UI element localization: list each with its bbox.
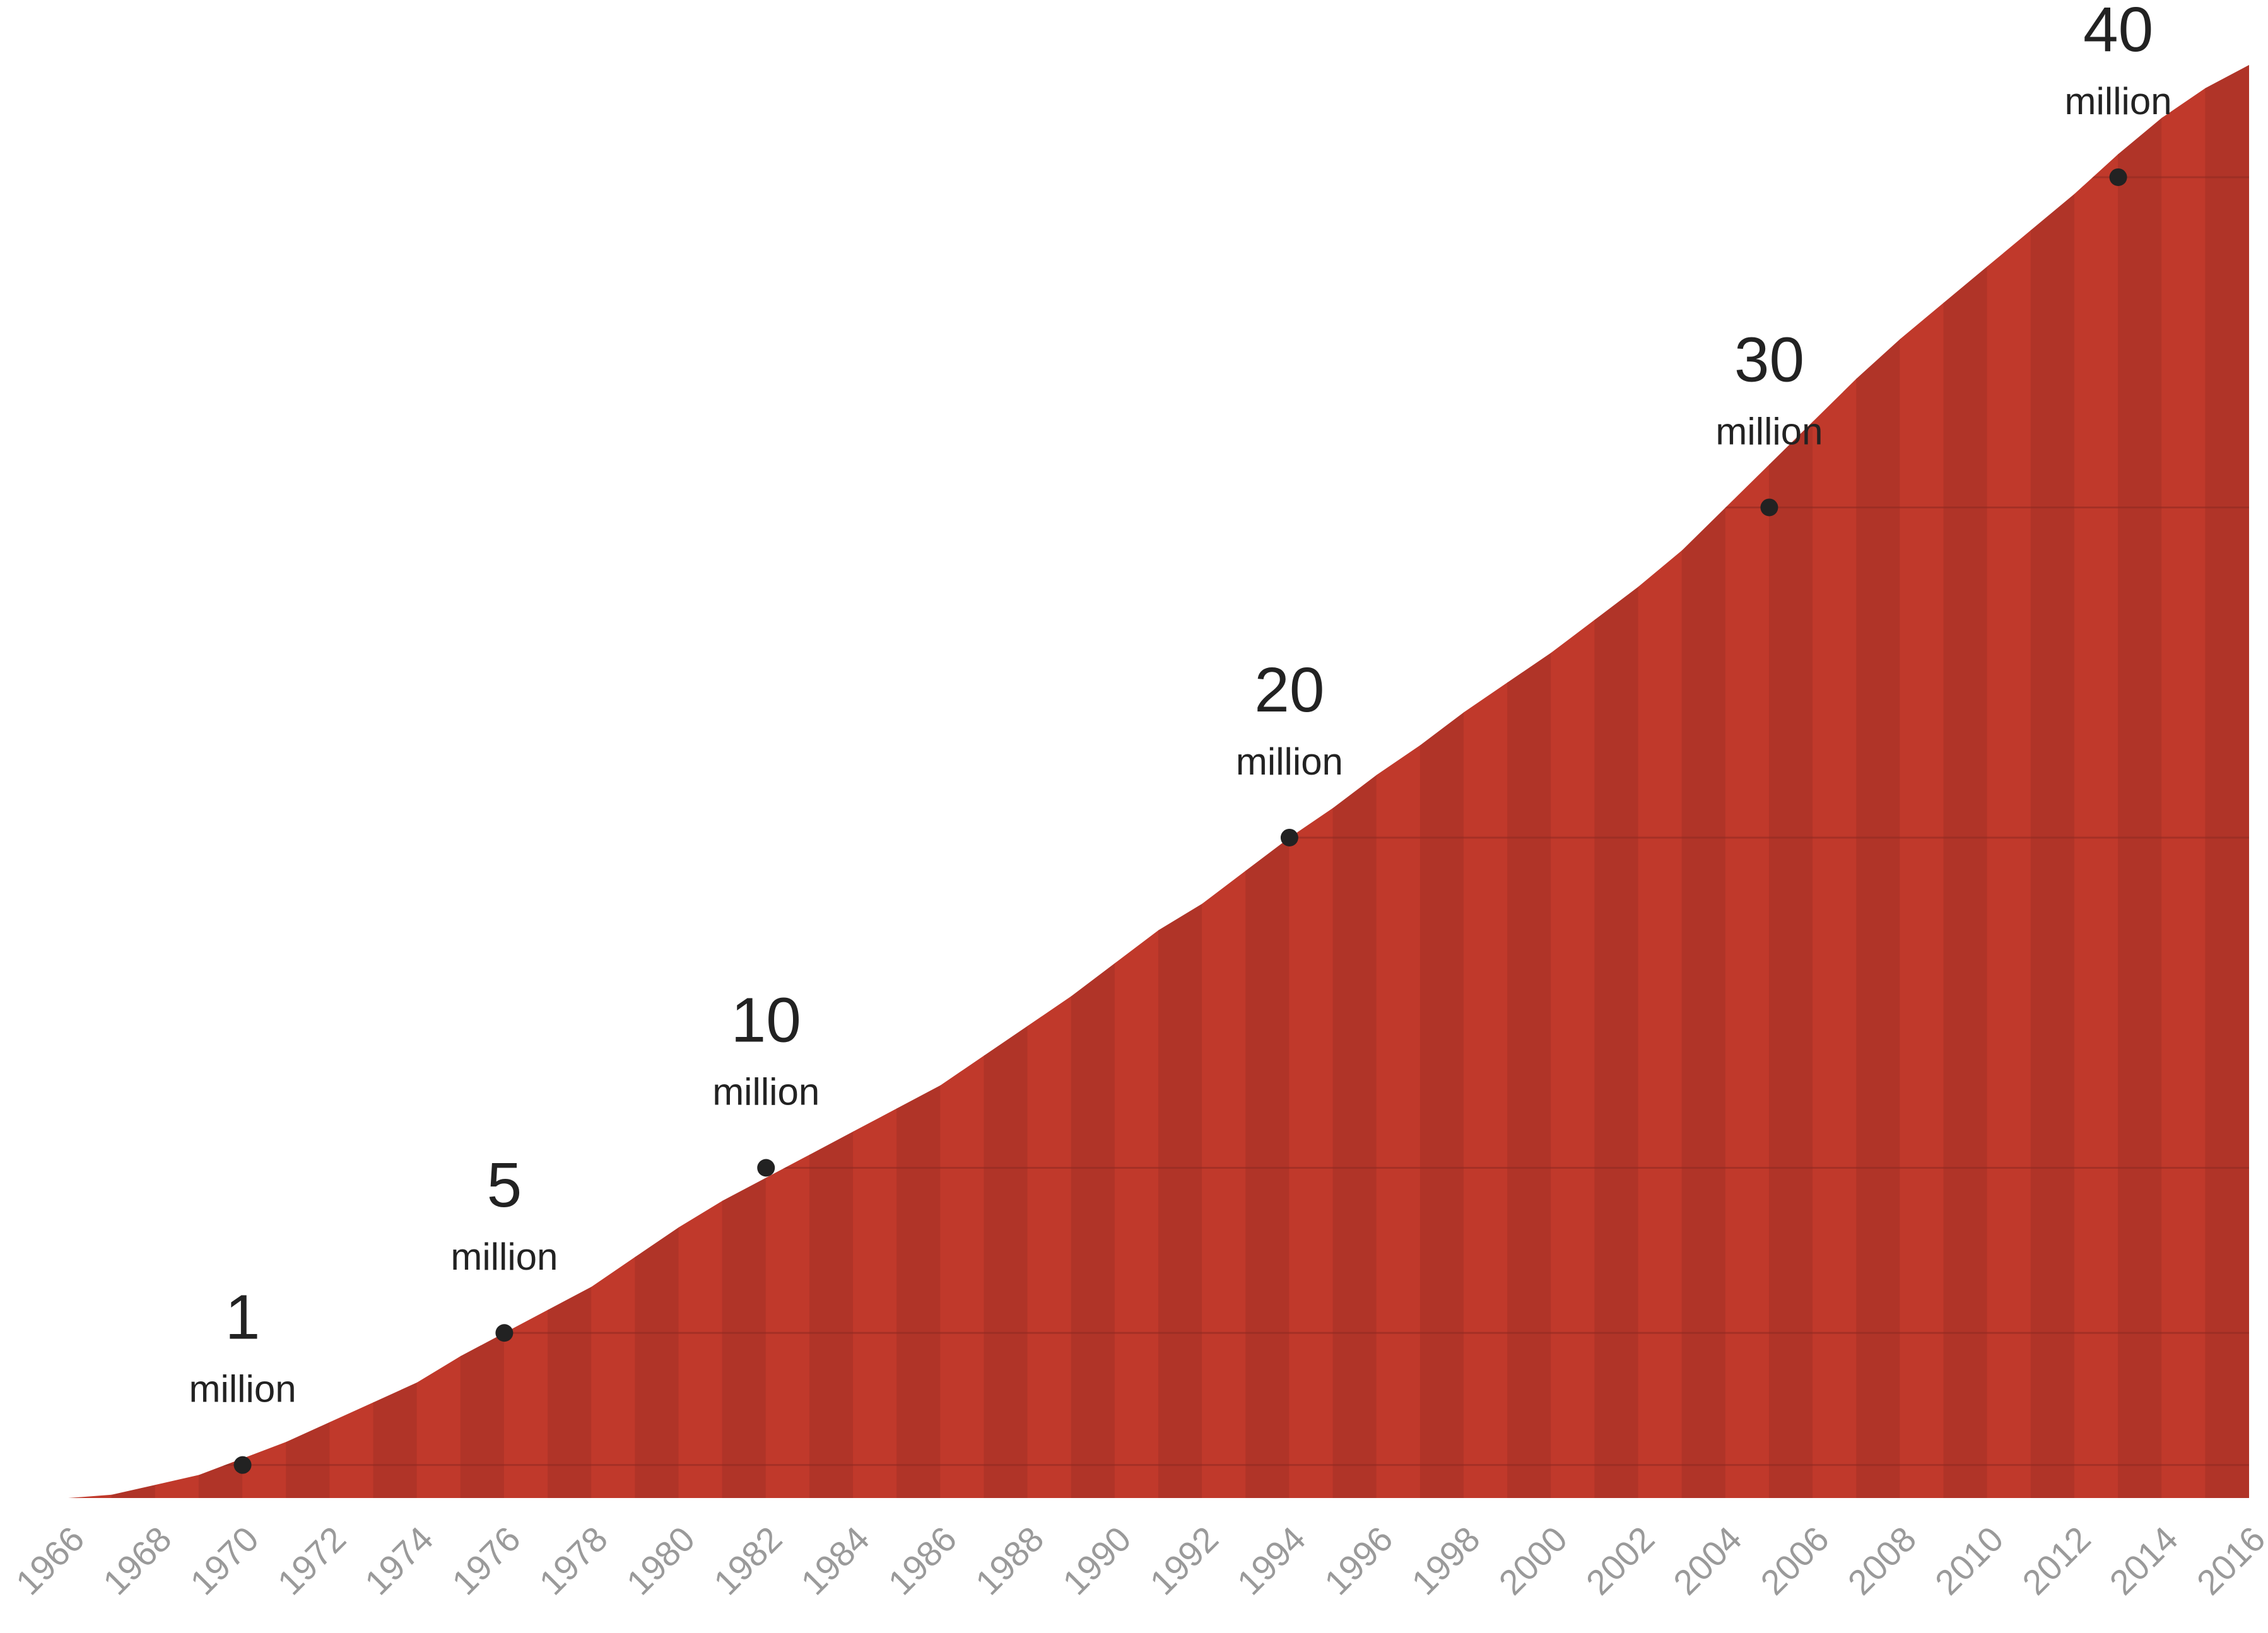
milestone-marker	[1280, 828, 1298, 846]
area-band	[1900, 65, 1944, 1498]
x-tick-label: 2014	[2101, 1519, 2185, 1603]
milestone-unit-label: million	[450, 1236, 558, 1278]
x-tick-label: 1994	[1230, 1519, 1313, 1603]
x-tick-label: 1968	[95, 1519, 179, 1603]
x-tick-label: 2002	[1578, 1519, 1662, 1603]
milestone-unit-label: million	[712, 1070, 820, 1113]
x-tick-label: 1972	[270, 1519, 354, 1603]
milestone-unit-label: million	[189, 1368, 297, 1410]
x-tick-label: 2000	[1491, 1519, 1575, 1603]
area-band	[329, 65, 374, 1498]
area-band	[765, 65, 810, 1498]
x-tick-label: 2012	[2014, 1519, 2098, 1603]
x-tick-label: 1984	[793, 1519, 877, 1603]
x-tick-label: 1966	[8, 1519, 92, 1603]
area-band	[809, 65, 854, 1498]
area-band	[1507, 65, 1552, 1498]
milestone-value-label: 30	[1734, 324, 1804, 395]
area-band	[1725, 65, 1770, 1498]
area-band	[1813, 65, 1857, 1498]
x-tick-label: 1998	[1404, 1519, 1488, 1603]
area-band	[1071, 65, 1115, 1498]
milestone-value-label: 20	[1254, 655, 1324, 725]
area-band	[1943, 65, 1988, 1498]
x-axis: 1966 1968 1970 1972 1974 1976 1978 1980 1982 1984…	[8, 1519, 2268, 1603]
area-band	[1027, 65, 1072, 1498]
area-band	[1987, 65, 2031, 1498]
area-band	[155, 65, 199, 1498]
area-band	[1463, 65, 1508, 1498]
x-tick-label: 1976	[444, 1519, 528, 1603]
x-tick-label: 1988	[968, 1519, 1052, 1603]
area-band	[896, 65, 941, 1498]
area-band	[373, 65, 418, 1498]
area-band	[1551, 65, 1595, 1498]
area-band	[853, 65, 898, 1498]
area-band	[111, 65, 156, 1498]
area-band	[2161, 65, 2206, 1498]
area-band	[1419, 65, 1464, 1498]
area-band	[2205, 65, 2249, 1498]
area-fill	[68, 65, 2249, 1498]
milestone-marker	[757, 1159, 775, 1177]
area-band	[1681, 65, 1726, 1498]
x-tick-label: 2016	[2189, 1519, 2268, 1603]
area-band	[198, 65, 244, 1498]
area-band	[2030, 65, 2075, 1498]
x-tick-label: 2008	[1840, 1519, 1924, 1603]
area-band	[68, 65, 112, 1498]
milestone-value-label: 40	[2083, 0, 2153, 65]
x-tick-label: 2006	[1753, 1519, 1836, 1603]
x-tick-label: 1990	[1055, 1519, 1139, 1603]
x-tick-label: 1996	[1317, 1519, 1401, 1603]
area-band	[940, 65, 985, 1498]
x-tick-label: 1982	[706, 1519, 790, 1603]
milestone-unit-label: million	[1236, 740, 1343, 783]
milestone-marker	[1760, 498, 1778, 517]
area-band	[1158, 65, 1203, 1498]
area-band	[984, 65, 1028, 1498]
milestone-marker	[2109, 168, 2127, 186]
milestone-markers	[233, 168, 2127, 1474]
area-band	[678, 65, 723, 1498]
area-band	[1638, 65, 1683, 1498]
milestone-value-label: 5	[487, 1150, 522, 1220]
area-band	[722, 65, 767, 1498]
area-band	[635, 65, 679, 1498]
area-band	[1114, 65, 1159, 1498]
milestone-value-label: 1	[225, 1282, 261, 1353]
x-tick-label: 1986	[880, 1519, 964, 1603]
x-tick-label: 1980	[619, 1519, 703, 1603]
area-band	[1856, 65, 1901, 1498]
milestone-marker	[233, 1456, 252, 1474]
x-tick-label: 1970	[182, 1519, 266, 1603]
x-tick-label: 2004	[1666, 1519, 1749, 1603]
area-band	[1768, 65, 1814, 1498]
area-band	[2074, 65, 2119, 1498]
area-band	[286, 65, 331, 1498]
area-band	[1594, 65, 1639, 1498]
milestone-unit-label: million	[2065, 80, 2172, 122]
x-tick-label: 1992	[1142, 1519, 1226, 1603]
milestone-annotations: 1 million 5 million 10 million 20 million 30 mill…	[189, 0, 2172, 1410]
x-tick-label: 1978	[531, 1519, 615, 1603]
area-band	[591, 65, 636, 1498]
area-band	[2118, 65, 2163, 1498]
x-tick-label: 1974	[357, 1519, 441, 1603]
x-tick-label: 2010	[1927, 1519, 2011, 1603]
milestone-marker	[495, 1324, 514, 1342]
milestone-value-label: 10	[731, 985, 801, 1055]
milestone-unit-label: million	[1715, 410, 1823, 452]
area-band	[1376, 65, 1421, 1498]
area-band	[242, 65, 287, 1498]
